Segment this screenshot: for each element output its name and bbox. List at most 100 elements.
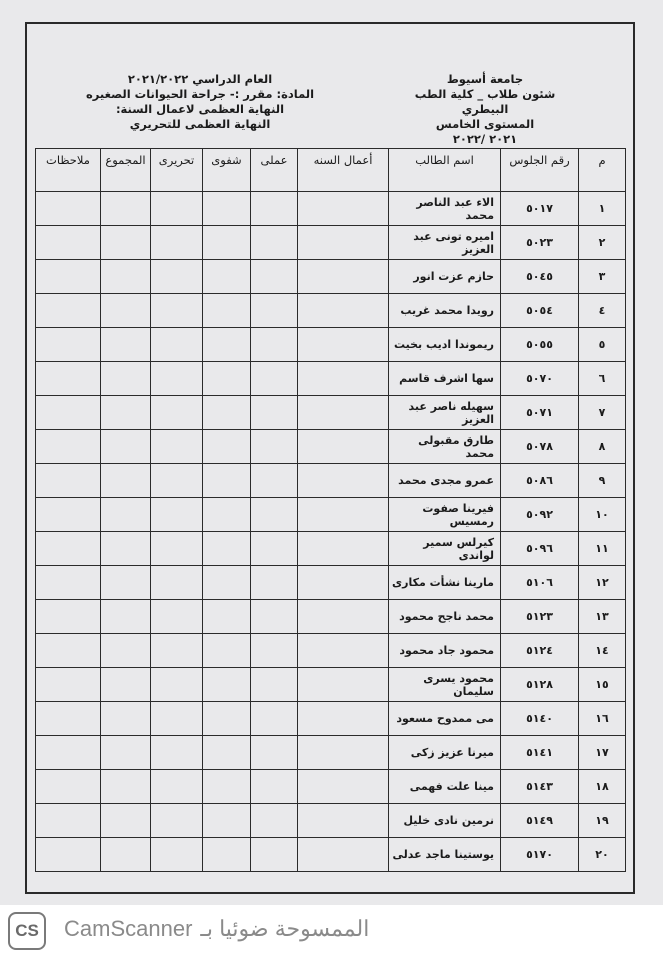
cell-seat: ٥١٤١ (500, 735, 579, 770)
cell-seat: ٥١٢٤ (500, 633, 579, 668)
column-header: اسم الطالب (388, 148, 501, 192)
empty-grade-cell (202, 735, 251, 770)
cell-num: ٢٠ (578, 837, 626, 872)
cell-name: حازم عزت انور (388, 259, 501, 294)
table-row: ٨ ٥٠٧٨ طارق مقبولى محمد (35, 429, 626, 464)
empty-grade-cell (202, 293, 251, 328)
cell-name: محمود يسرى سليمان (388, 667, 501, 702)
empty-grade-cell (100, 497, 151, 532)
empty-grade-cell (35, 463, 101, 498)
table-row: ١ ٥٠١٧ الاء عبد الناصر محمد (35, 191, 626, 226)
empty-grade-cell (250, 191, 298, 226)
cell-name: ريموندا اديب بخيت (388, 327, 501, 362)
header-line: شئون طلاب _ كلية الطب البيطري (414, 87, 556, 116)
empty-grade-cell (35, 395, 101, 430)
empty-grade-cell (35, 633, 101, 668)
empty-grade-cell (100, 837, 151, 872)
cell-seat: ٥١٢٣ (500, 599, 579, 634)
header-course: العام الدراسي ٢٠٢١/٢٠٢٢ المادة: مقرر :- … (75, 72, 325, 132)
empty-grade-cell (150, 259, 203, 294)
cell-name: محمد ناجح محمود (388, 599, 501, 634)
empty-grade-cell (100, 735, 151, 770)
empty-grade-cell (297, 327, 389, 362)
empty-grade-cell (100, 667, 151, 702)
cell-name: نرمين نادى خليل (388, 803, 501, 838)
cell-name: مينا علت فهمى (388, 769, 501, 804)
table-row: ١٦ ٥١٤٠ مى ممدوح مسعود (35, 701, 626, 736)
cell-num: ١٣ (578, 599, 626, 634)
cell-seat: ٥١٧٠ (500, 837, 579, 872)
cell-num: ١٤ (578, 633, 626, 668)
cell-num: ١٥ (578, 667, 626, 702)
empty-grade-cell (250, 531, 298, 566)
cell-seat: ٥٠٥٥ (500, 327, 579, 362)
cell-name: الاء عبد الناصر محمد (388, 191, 501, 226)
empty-grade-cell (297, 735, 389, 770)
empty-grade-cell (35, 429, 101, 464)
cell-seat: ٥٠٨٦ (500, 463, 579, 498)
table-row: ١٨ ٥١٤٣ مينا علت فهمى (35, 769, 626, 804)
cell-num: ١٩ (578, 803, 626, 838)
empty-grade-cell (150, 769, 203, 804)
empty-grade-cell (150, 701, 203, 736)
empty-grade-cell (202, 599, 251, 634)
column-header: م (578, 148, 626, 192)
empty-grade-cell (250, 259, 298, 294)
empty-grade-cell (250, 361, 298, 396)
header-line: المستوى الخامس (435, 117, 535, 131)
table-row: ١٠ ٥٠٩٢ فيرينا صفوت رمسيس (35, 497, 626, 532)
cell-num: ١٢ (578, 565, 626, 600)
empty-grade-cell (150, 735, 203, 770)
empty-grade-cell (35, 565, 101, 600)
empty-grade-cell (100, 395, 151, 430)
empty-grade-cell (202, 395, 251, 430)
empty-grade-cell (202, 191, 251, 226)
header-line: ٢٠٢١ /٢٠٢٢ (452, 132, 518, 146)
empty-grade-cell (297, 565, 389, 600)
table-row: ٣ ٥٠٤٥ حازم عزت انور (35, 259, 626, 294)
cell-num: ٣ (578, 259, 626, 294)
empty-grade-cell (297, 191, 389, 226)
cell-num: ١٠ (578, 497, 626, 532)
footer-bar (0, 905, 663, 960)
empty-grade-cell (202, 259, 251, 294)
empty-grade-cell (35, 667, 101, 702)
table-row: ١٩ ٥١٤٩ نرمين نادى خليل (35, 803, 626, 838)
grades-table: م رقم الجلوس اسم الطالب أعمال السنه عملى شفوى… (35, 148, 626, 872)
page-border (25, 22, 635, 894)
empty-grade-cell (35, 327, 101, 362)
empty-grade-cell (35, 259, 101, 294)
cell-num: ٦ (578, 361, 626, 396)
empty-grade-cell (202, 327, 251, 362)
table-row: ٦ ٥٠٧٠ سها اشرف قاسم (35, 361, 626, 396)
table-row: ١٣ ٥١٢٣ محمد ناجح محمود (35, 599, 626, 634)
cell-seat: ٥٠٥٤ (500, 293, 579, 328)
empty-grade-cell (35, 361, 101, 396)
cell-seat: ٥١٤٣ (500, 769, 579, 804)
cell-seat: ٥٠٢٣ (500, 225, 579, 260)
empty-grade-cell (297, 463, 389, 498)
empty-grade-cell (250, 837, 298, 872)
empty-grade-cell (150, 599, 203, 634)
empty-grade-cell (297, 259, 389, 294)
header-university: جامعة أسيوط شئون طلاب _ كلية الطب البيطر… (390, 72, 580, 147)
cell-num: ٢ (578, 225, 626, 260)
header-line: العام الدراسي ٢٠٢١/٢٠٢٢ (127, 72, 273, 86)
column-header: رقم الجلوس (500, 148, 579, 192)
table-row: ١٥ ٥١٢٨ محمود يسرى سليمان (35, 667, 626, 702)
watermark-text: الممسوحة ضوئيا بـ (200, 916, 370, 941)
empty-grade-cell (250, 395, 298, 430)
cell-name: يوستينا ماجد عدلى (388, 837, 501, 872)
table-row: ٢ ٥٠٢٣ اميره تونى عبد العزيز (35, 225, 626, 260)
empty-grade-cell (202, 497, 251, 532)
empty-grade-cell (250, 599, 298, 634)
cell-name: محمود جاد محمود (388, 633, 501, 668)
cell-seat: ٥٠٩٦ (500, 531, 579, 566)
empty-grade-cell (150, 565, 203, 600)
empty-grade-cell (250, 327, 298, 362)
empty-grade-cell (297, 225, 389, 260)
cell-num: ٤ (578, 293, 626, 328)
empty-grade-cell (100, 361, 151, 396)
table-row: ٩ ٥٠٨٦ عمرو مجدى محمد (35, 463, 626, 498)
header-line: النهاية العظمى للتحريري (129, 117, 271, 131)
